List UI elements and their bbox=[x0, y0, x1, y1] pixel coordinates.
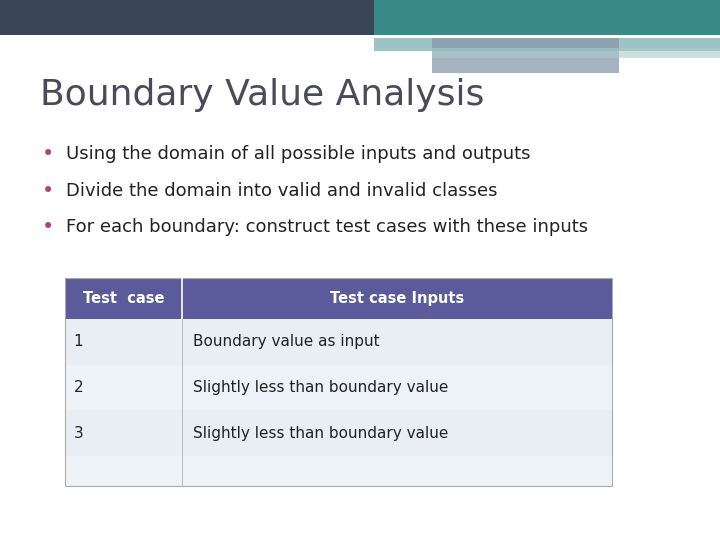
FancyBboxPatch shape bbox=[65, 364, 612, 410]
Text: Slightly less than boundary value: Slightly less than boundary value bbox=[193, 426, 449, 441]
Text: Divide the domain into valid and invalid classes: Divide the domain into valid and invalid… bbox=[66, 181, 498, 200]
FancyBboxPatch shape bbox=[65, 410, 612, 456]
FancyBboxPatch shape bbox=[0, 0, 720, 35]
Text: 1: 1 bbox=[73, 334, 83, 349]
FancyBboxPatch shape bbox=[432, 38, 619, 73]
FancyBboxPatch shape bbox=[374, 0, 720, 35]
Text: Test  case: Test case bbox=[83, 291, 164, 306]
Text: •: • bbox=[42, 180, 54, 201]
FancyBboxPatch shape bbox=[65, 278, 612, 319]
Text: 2: 2 bbox=[73, 380, 83, 395]
Text: Using the domain of all possible inputs and outputs: Using the domain of all possible inputs … bbox=[66, 145, 531, 163]
Text: •: • bbox=[42, 144, 54, 164]
FancyBboxPatch shape bbox=[432, 48, 720, 58]
Text: For each boundary: construct test cases with these inputs: For each boundary: construct test cases … bbox=[66, 218, 588, 237]
Text: 3: 3 bbox=[73, 426, 84, 441]
FancyBboxPatch shape bbox=[65, 319, 612, 364]
Text: Boundary Value Analysis: Boundary Value Analysis bbox=[40, 78, 484, 112]
FancyBboxPatch shape bbox=[65, 456, 612, 486]
Text: Test case Inputs: Test case Inputs bbox=[330, 291, 464, 306]
Text: •: • bbox=[42, 217, 54, 238]
FancyBboxPatch shape bbox=[374, 38, 720, 51]
Text: Boundary value as input: Boundary value as input bbox=[193, 334, 380, 349]
Text: Slightly less than boundary value: Slightly less than boundary value bbox=[193, 380, 449, 395]
